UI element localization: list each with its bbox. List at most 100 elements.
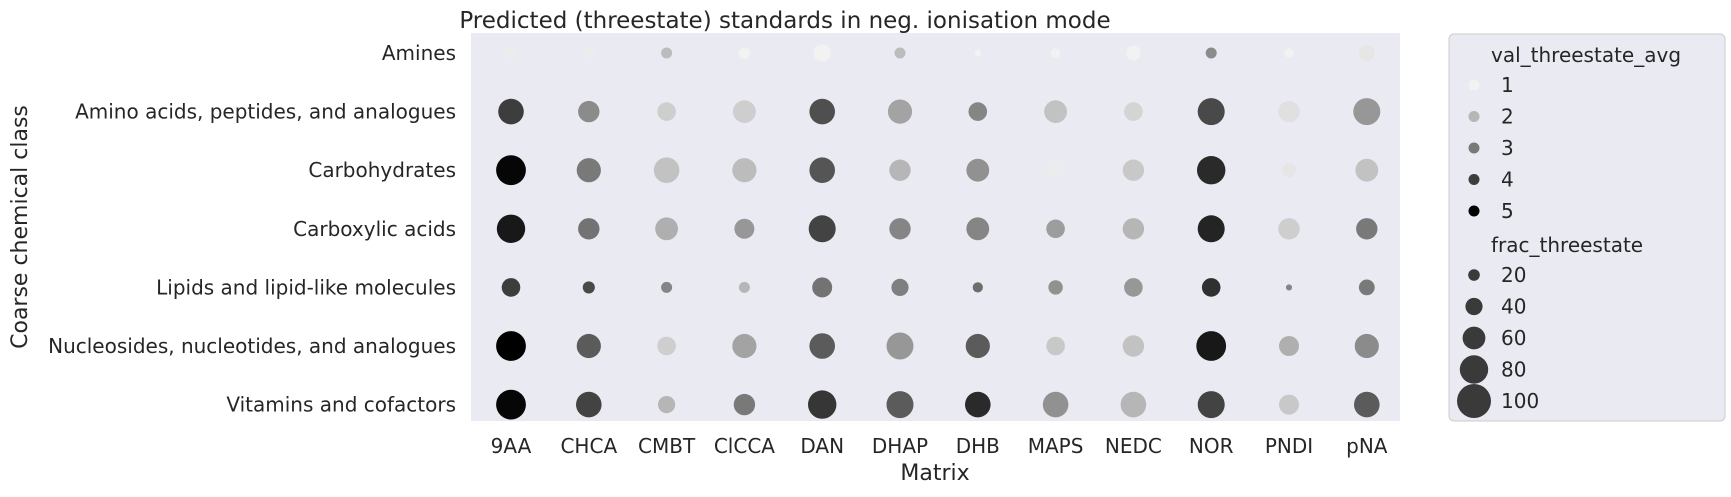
data-point (1197, 391, 1225, 419)
y-tick-labels: Amines Amino acids, peptides, and analogu… (48, 41, 456, 417)
data-point (966, 217, 990, 241)
data-point (1354, 333, 1379, 359)
x-tick-label: 9AA (491, 434, 532, 458)
data-point (1353, 98, 1381, 126)
legend-color-swatch (1468, 111, 1480, 122)
data-point (1122, 335, 1145, 357)
legend-color-swatch (1468, 205, 1480, 217)
data-point (812, 277, 833, 298)
x-tick-label: DHAP (872, 434, 928, 458)
data-point (738, 47, 751, 59)
legend-color-swatch (1468, 142, 1480, 154)
legend-size-swatch (1459, 355, 1489, 384)
data-point (657, 102, 676, 121)
data-point (653, 157, 680, 183)
legend-size-label: 20 (1501, 263, 1526, 287)
x-tick-label: NEDC (1105, 434, 1162, 458)
data-point (1201, 278, 1221, 297)
data-point (1355, 158, 1379, 182)
legend-color-swatch (1468, 174, 1480, 185)
legend-color-title: val_threestate_avg (1491, 43, 1681, 67)
chart-title: Predicted (threestate) standards in neg.… (459, 8, 1110, 34)
data-point (657, 336, 676, 356)
data-point (576, 333, 601, 359)
data-point (1046, 336, 1065, 356)
data-point (661, 281, 673, 293)
y-axis-label: Coarse chemical class (8, 105, 33, 349)
legend-size-label: 60 (1501, 326, 1526, 350)
data-point (732, 158, 757, 183)
legend-size-swatch (1465, 297, 1483, 316)
data-point (1281, 163, 1297, 178)
data-point (501, 278, 521, 297)
x-tick-label: CMBT (638, 434, 696, 458)
data-point (1122, 218, 1145, 240)
data-point (1124, 278, 1143, 297)
data-point (808, 390, 837, 419)
legend-size-label: 40 (1501, 295, 1526, 319)
data-point (891, 278, 909, 296)
data-point (889, 159, 911, 181)
data-point (733, 393, 756, 416)
legend-color-label: 2 (1501, 105, 1514, 129)
data-point (1285, 284, 1293, 291)
data-point (733, 100, 756, 123)
data-point (498, 98, 524, 125)
data-point (1278, 218, 1300, 240)
data-point (1047, 162, 1064, 179)
legend-size-label: 80 (1501, 358, 1526, 382)
x-tick-label: NOR (1189, 434, 1234, 458)
data-point (974, 49, 982, 57)
data-point (886, 391, 914, 419)
x-tick-labels: 9AA CHCA CMBT ClCCA DAN DHAP DHB MAPS NEDC NOR PND… (491, 434, 1388, 458)
data-point (894, 47, 906, 59)
data-point (809, 157, 835, 183)
data-point (1046, 219, 1065, 239)
data-point (1048, 280, 1063, 295)
data-point (968, 102, 988, 121)
y-tick-label: Carboxylic acids (293, 217, 456, 241)
data-point (965, 333, 990, 359)
legend-size-label: 100 (1501, 389, 1539, 413)
points-layer (496, 44, 1381, 420)
data-point (658, 396, 676, 414)
data-point (496, 214, 526, 243)
x-tick-label: DAN (800, 434, 844, 458)
x-tick-label: MAPS (1028, 434, 1084, 458)
legend-color-label: 4 (1501, 168, 1514, 192)
data-point (504, 46, 518, 60)
data-point (813, 44, 831, 62)
data-point (578, 218, 600, 240)
legend-color-swatch (1468, 79, 1480, 91)
data-point (732, 333, 757, 359)
data-point (889, 218, 911, 240)
data-point (1197, 215, 1225, 243)
data-point (1196, 331, 1227, 361)
data-point (1358, 45, 1375, 61)
data-point (972, 282, 983, 293)
data-point (582, 281, 595, 294)
legend-box (1448, 33, 1726, 422)
data-point (1042, 391, 1069, 418)
y-tick-label: Amino acids, peptides, and analogues (75, 100, 456, 124)
data-point (582, 46, 595, 60)
data-point (1279, 336, 1299, 356)
data-point (578, 100, 600, 123)
x-tick-label: PNDI (1265, 434, 1313, 458)
legend-size-swatch (1468, 269, 1480, 281)
x-tick-label: DHB (956, 434, 1000, 458)
data-point (1356, 218, 1378, 240)
data-point (1120, 391, 1147, 418)
legend-color-label: 5 (1501, 199, 1514, 223)
y-tick-label: Vitamins and cofactors (226, 393, 456, 417)
y-tick-label: Nucleosides, nucleotides, and analogues (48, 334, 456, 358)
data-point (1197, 156, 1226, 185)
plot-background (471, 33, 1400, 421)
data-point (1122, 159, 1145, 181)
data-point (1124, 102, 1143, 121)
legend-size-swatch (1462, 326, 1486, 350)
data-point (655, 217, 678, 241)
data-point (496, 331, 526, 361)
data-point (576, 391, 602, 418)
data-point (1284, 48, 1294, 58)
